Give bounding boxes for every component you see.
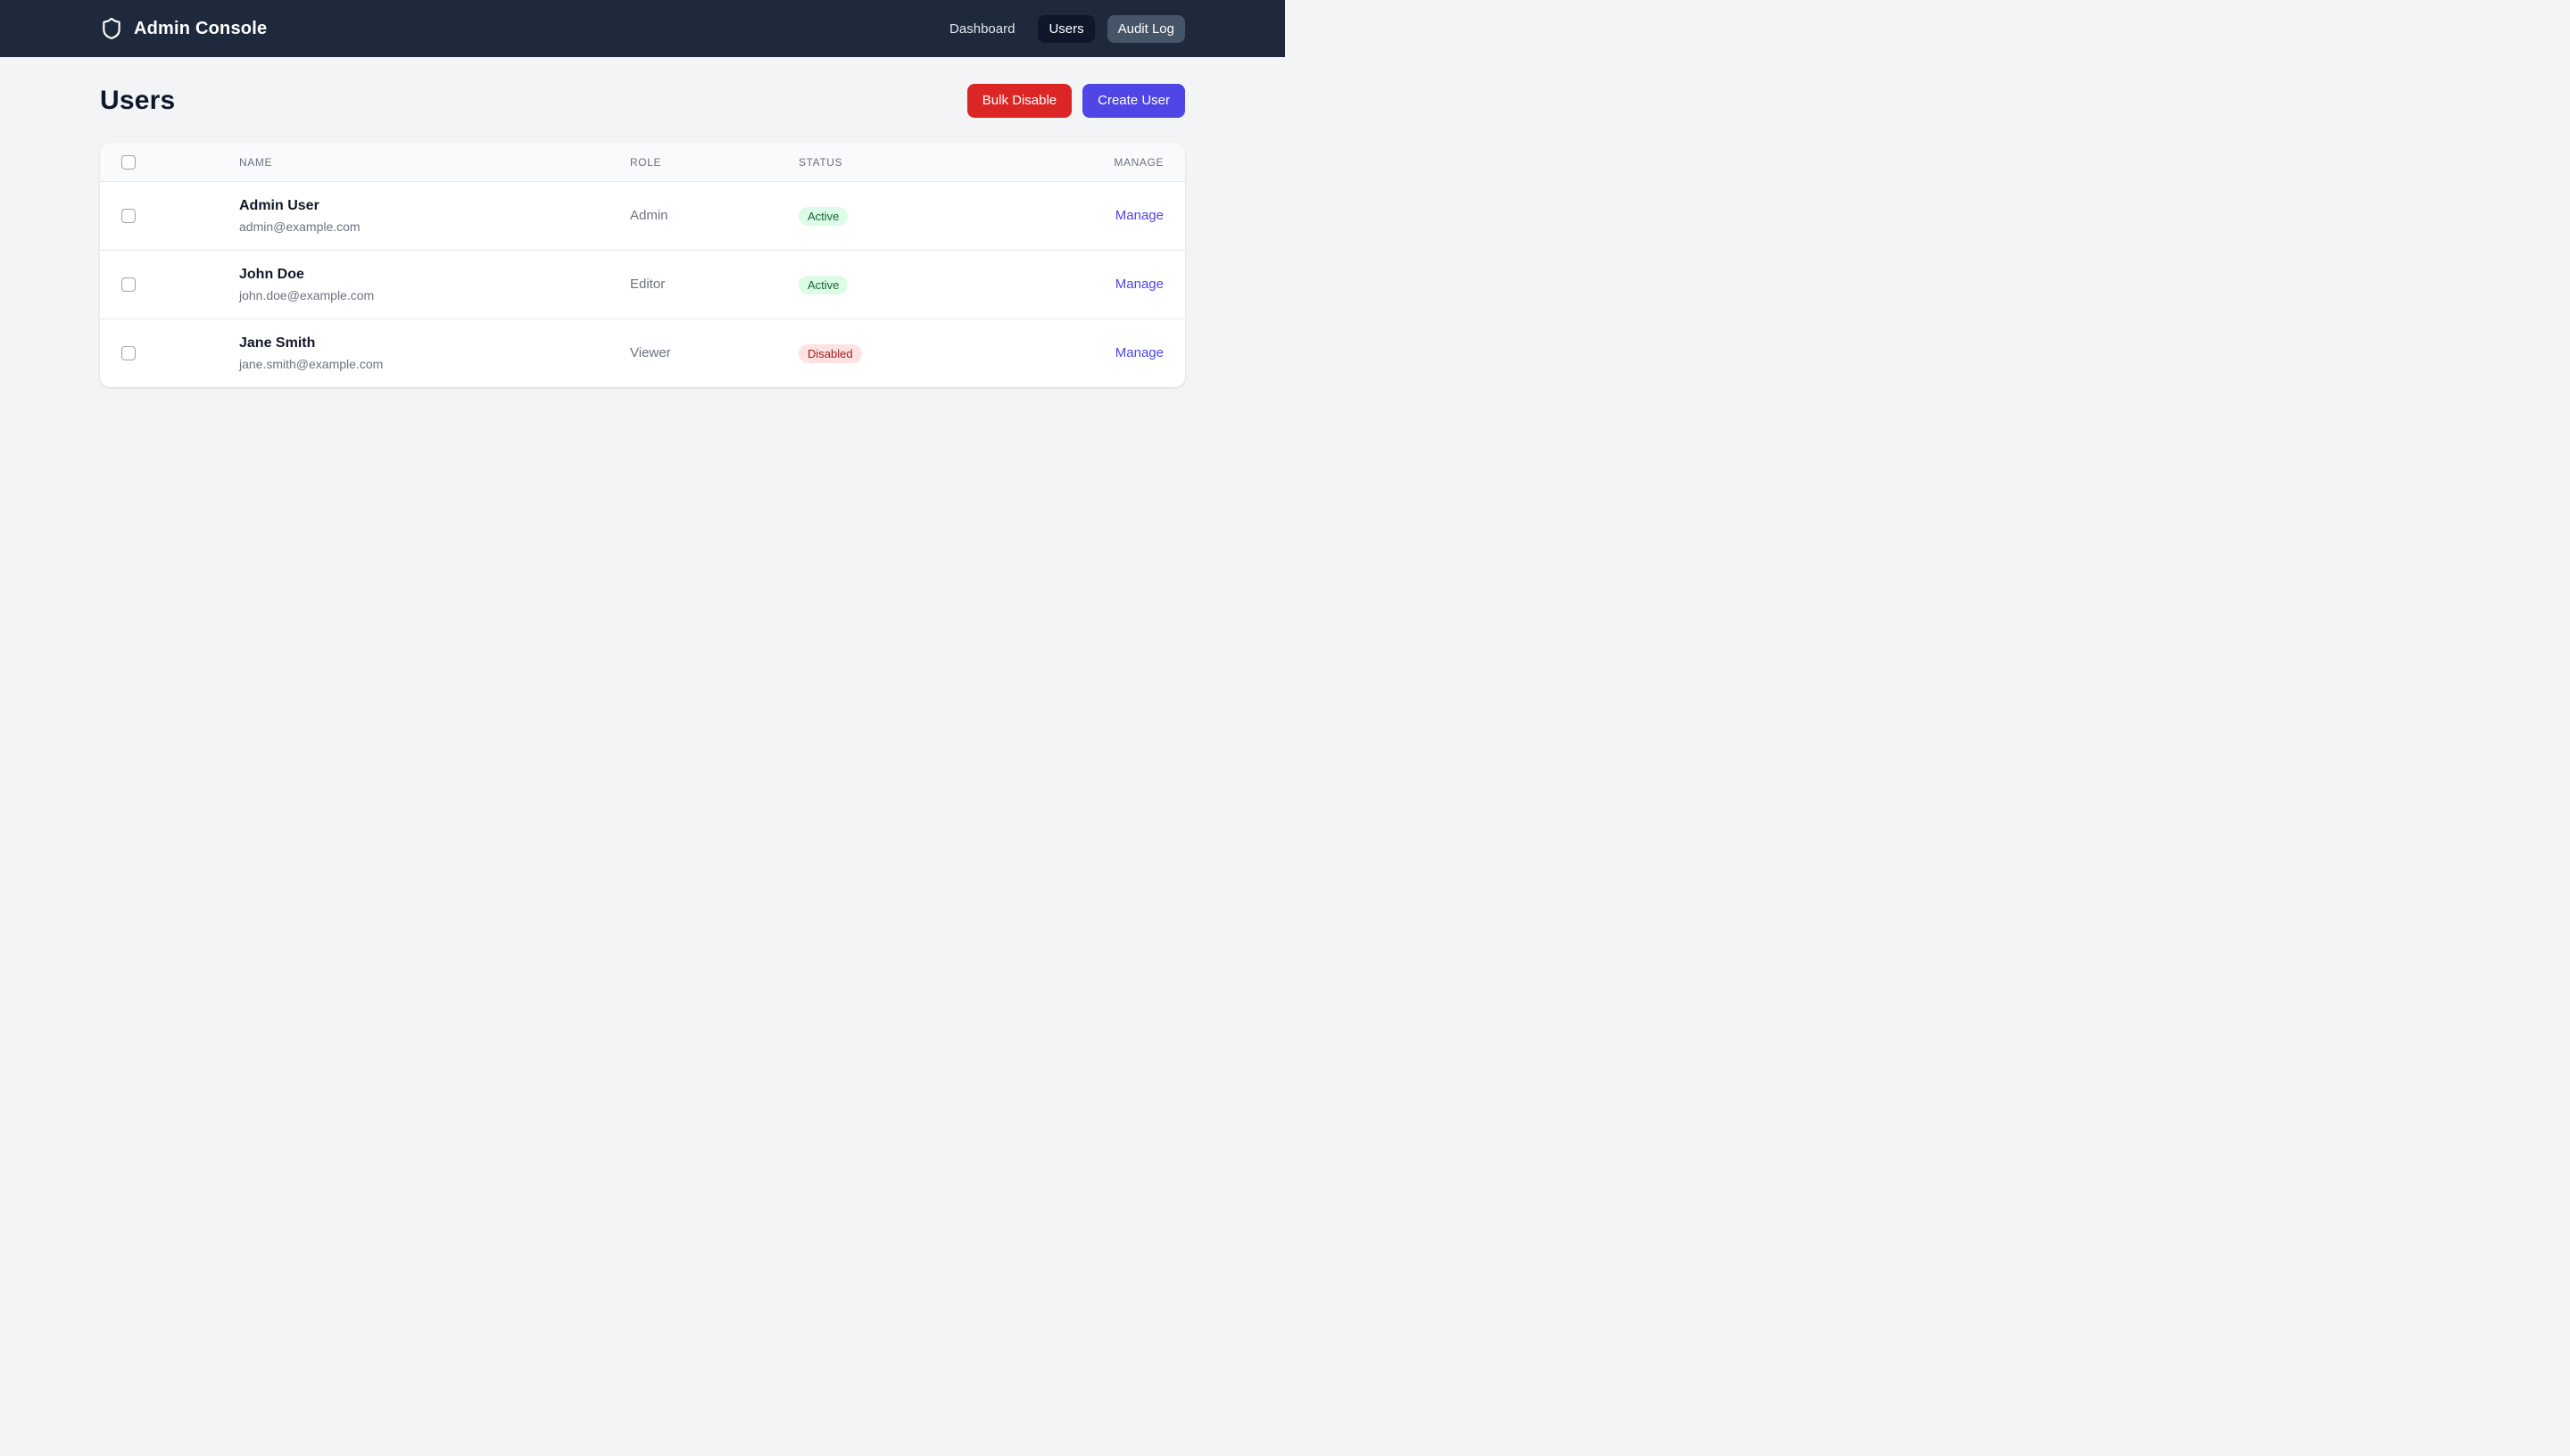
row-checkbox[interactable] (121, 346, 136, 360)
header-name: NAME (218, 143, 609, 182)
nav-item-dashboard[interactable]: Dashboard (939, 15, 1025, 43)
select-all-checkbox[interactable] (121, 155, 136, 170)
user-name: John Doe (239, 267, 304, 282)
page-header: Users Bulk Disable Create User (100, 84, 1185, 118)
user-role: Admin (630, 208, 668, 223)
header-role: ROLE (609, 143, 777, 182)
user-email: jane.smith@example.com (239, 357, 384, 371)
user-name: Admin User (239, 198, 319, 213)
row-checkbox[interactable] (121, 209, 136, 223)
table-row: Jane Smith jane.smith@example.com Viewer… (100, 319, 1185, 388)
nav-item-users[interactable]: Users (1038, 14, 1095, 43)
manage-link[interactable]: Manage (1115, 277, 1164, 292)
user-role: Editor (630, 277, 666, 292)
page-actions: Bulk Disable Create User (966, 84, 1185, 118)
shield-icon (100, 17, 123, 40)
navbar-inner: Admin Console Dashboard Users Audit Log (71, 14, 1214, 43)
status-badge: Active (799, 206, 849, 226)
table-row: John Doe john.doe@example.com Editor Act… (100, 250, 1185, 319)
status-badge: Active (799, 275, 849, 294)
users-table-card: NAME ROLE STATUS MANAGE Admin User admin… (100, 143, 1185, 387)
header-select-all-cell (100, 143, 218, 182)
table-header: NAME ROLE STATUS MANAGE (100, 143, 1185, 182)
nav-links: Dashboard Users Audit Log (939, 14, 1185, 43)
row-checkbox[interactable] (121, 277, 136, 292)
brand: Admin Console (100, 17, 267, 40)
top-navbar: Admin Console Dashboard Users Audit Log (0, 0, 1285, 57)
header-manage: MANAGE (982, 143, 1185, 182)
users-table: NAME ROLE STATUS MANAGE Admin User admin… (100, 143, 1185, 387)
main-content: Users Bulk Disable Create User NAME ROLE… (71, 57, 1214, 387)
user-email: john.doe@example.com (239, 288, 375, 302)
nav-item-audit-log[interactable]: Audit Log (1107, 14, 1185, 43)
header-status: STATUS (777, 143, 982, 182)
brand-title: Admin Console (134, 18, 268, 38)
table-row: Admin User admin@example.com Admin Activ… (100, 181, 1185, 251)
table-body: Admin User admin@example.com Admin Activ… (100, 181, 1185, 388)
status-badge: Disabled (799, 343, 862, 363)
user-name: Jane Smith (239, 335, 316, 351)
page-title: Users (100, 86, 176, 115)
manage-link[interactable]: Manage (1115, 345, 1164, 360)
manage-link[interactable]: Manage (1115, 208, 1164, 223)
user-role: Viewer (630, 345, 671, 360)
user-email: admin@example.com (239, 219, 361, 234)
bulk-disable-button[interactable]: Bulk Disable (966, 84, 1073, 118)
create-user-button[interactable]: Create User (1082, 84, 1185, 118)
